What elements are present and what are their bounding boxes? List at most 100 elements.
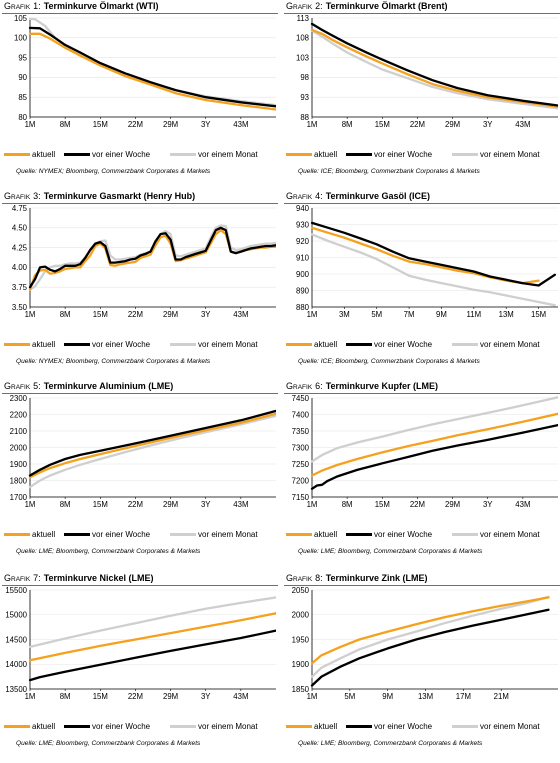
series-line-aktuell [310,596,550,665]
x-tick-label: 1M [307,310,318,319]
series-line-woche [310,22,558,107]
legend-item-woche: vor einer Woche [64,722,150,731]
chart-panel-2: GRAFIK 2: Terminkurve Ölmarkt (Brent) 88 93 9… [282,0,560,190]
legend-label: vor einem Monat [198,340,258,349]
x-tick-label: 3Y [483,500,493,509]
legend-label: aktuell [32,722,56,731]
x-tick-label: 5M [371,310,382,319]
title-prefix-rest: RAFIK [293,384,313,391]
chart-panel-1: GRAFIK 1: Terminkurve Ölmarkt (WTI) 80 85 90 9… [0,0,280,190]
chart-title: GRAFIK 8: Terminkurve Zink (LME) [286,573,428,583]
legend-item-woche: vor einer Woche [346,150,432,159]
title-rule [284,393,560,394]
x-tick-label: 3Y [483,120,493,129]
y-tick-label: 2300 [10,395,28,403]
y-tick-label: 3.50 [12,303,28,312]
x-tick-label: 15M [93,500,108,509]
title-text: Terminkurve Gasöl (ICE) [325,191,431,201]
line-chart: 1700 1800 1900 2000 2100 2200 2300 1M 8M 15M 22M 29… [10,395,276,509]
x-tick-label: 8M [60,500,71,509]
legend-swatch [64,343,90,347]
y-tick-label: 4.00 [12,263,28,272]
y-tick-label: 1950 [292,635,310,644]
y-tick-label: 105 [14,15,28,23]
title-number: 2: [315,1,323,11]
y-tick-label: 85 [18,93,27,102]
legend-label: vor einer Woche [374,340,433,349]
title-prefix-rest: RAFIK [293,194,313,201]
legend: aktuell vor einer Woche vor einem Monat [286,150,558,162]
y-tick-label: 88 [300,113,309,122]
line-chart: 880 890 900 910 920 930 940 1M 3M 5M 7M 9M 11M 13M 15M [296,205,558,319]
legend-item-monat: vor einem Monat [170,340,258,349]
chart-title: GRAFIK 7: Terminkurve Nickel (LME) [4,573,154,583]
title-prefix-rest: RAFIK [11,194,31,201]
series-line-woche [28,409,276,477]
legend-item-woche: vor einer Woche [64,150,150,159]
x-tick-label: 15M [531,310,546,319]
line-chart: 80 85 90 95 100 105 1M 8M 15M 22M 29M 3Y 43M [14,15,276,129]
y-tick-label: 2050 [292,587,310,595]
x-tick-label: 9M [382,692,393,701]
title-prefix-initial: G [4,573,12,583]
y-tick-label: 15000 [5,611,27,620]
title-prefix-rest: RAFIK [293,4,313,11]
y-tick-label: 15500 [5,587,27,595]
x-tick-label: 43M [233,310,248,319]
legend-swatch [346,343,372,347]
y-tick-label: 100 [14,34,28,43]
title-number: 1: [33,1,41,11]
x-tick-label: 43M [233,120,248,129]
y-tick-label: 1700 [10,493,28,502]
chart-title: GRAFIK 5: Terminkurve Aluminium (LME) [4,381,173,391]
chart-source: Quelle: ICE; Bloomberg, Commerzbank Corp… [298,168,480,175]
legend-label: vor einem Monat [480,150,540,159]
legend-item-monat: vor einem Monat [170,722,258,731]
x-tick-label: 1M [25,692,36,701]
chart-panel-6: GRAFIK 6: Terminkurve Kupfer (LME) 7150 7200… [282,380,560,570]
legend-swatch [4,343,30,347]
y-tick-label: 2200 [10,410,28,419]
x-tick-label: 11M [467,310,482,319]
title-number: 4: [315,191,323,201]
series-line-monat [310,396,558,463]
y-tick-label: 1900 [292,660,310,669]
x-tick-label: 29M [163,120,178,129]
series-line-woche [28,226,276,289]
x-tick-label: 29M [163,500,178,509]
title-prefix-rest: RAFIK [11,384,31,391]
legend-label: aktuell [32,340,56,349]
legend-swatch [170,343,196,347]
y-tick-label: 4.25 [12,243,28,252]
y-tick-label: 2000 [10,443,28,452]
title-text: Terminkurve Aluminium (LME) [43,381,174,391]
chart-source: Quelle: NYMEX; Bloomberg, Commerzbank Co… [16,358,211,365]
chart-title: GRAFIK 4: Terminkurve Gasöl (ICE) [286,191,430,201]
line-chart: 7150 7200 7250 7300 7350 7400 7450 1M 8M 15M 22M 29… [292,395,558,509]
chart-source: Quelle: ICE; Bloomberg, Commerzbank Corp… [298,358,480,365]
title-rule [2,13,278,14]
legend: aktuell vor einer Woche vor einem Monat [4,150,276,162]
x-tick-label: 1M [307,692,318,701]
legend-item-aktuell: aktuell [286,340,337,349]
x-tick-label: 3M [339,310,350,319]
legend-label: vor einer Woche [92,530,151,539]
x-tick-label: 7M [404,310,415,319]
y-tick-label: 880 [296,303,310,312]
legend-swatch [286,153,312,157]
x-tick-label: 22M [410,500,425,509]
series-line-aktuell [28,612,276,662]
x-tick-label: 29M [163,692,178,701]
x-tick-label: 8M [342,500,353,509]
series-line-woche [310,423,558,490]
legend-label: vor einer Woche [92,150,151,159]
y-tick-label: 14000 [5,660,27,669]
legend-item-woche: vor einer Woche [346,530,432,539]
legend-item-aktuell: aktuell [4,530,55,539]
x-tick-label: 3Y [201,692,211,701]
title-text: Terminkurve Ölmarkt (WTI) [43,1,159,11]
chart-panel-5: GRAFIK 5: Terminkurve Aluminium (LME) 1700 1… [0,380,280,570]
x-tick-label: 43M [515,120,530,129]
legend-swatch [4,153,30,157]
y-tick-label: 4.75 [12,205,28,213]
